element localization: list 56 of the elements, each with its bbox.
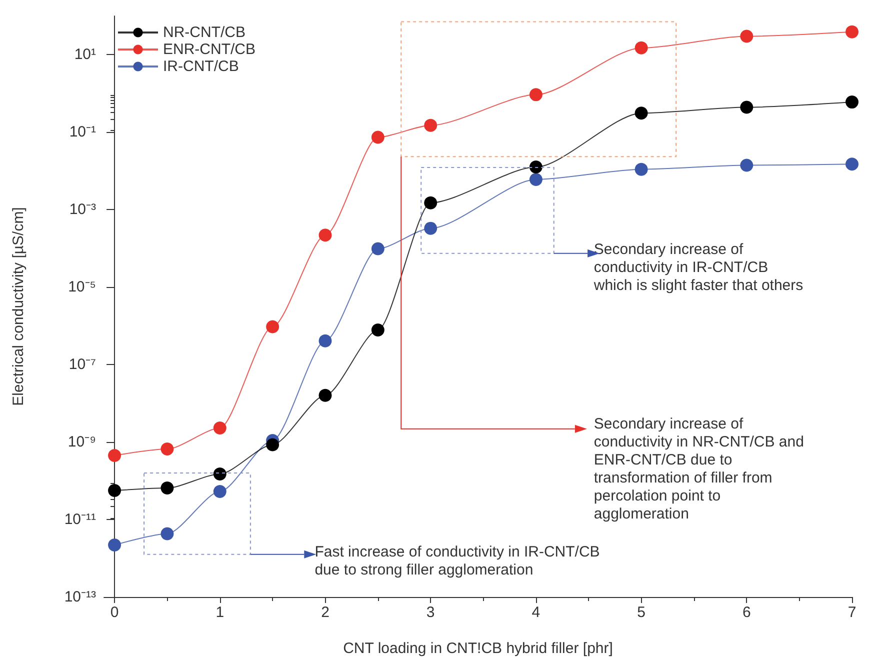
point [846, 158, 858, 171]
legend-label: NR-CNT/CB [163, 24, 246, 41]
point [424, 118, 438, 132]
point [634, 106, 648, 120]
point [740, 30, 754, 43]
point [108, 449, 122, 462]
annotation: Secondary increase of conductivity in IR-CNT/CB which is slight faster that others [592, 241, 804, 294]
y-tick-label: 10¹ [74, 46, 96, 64]
y-tick-label: 10⁻⁷ [68, 356, 96, 374]
point [634, 162, 648, 176]
x-axis-title: CNT loading in CNT!CB hybrid filler [phr] [343, 640, 613, 657]
x-tick-label: 3 [426, 604, 435, 621]
point [634, 41, 648, 54]
point [318, 388, 332, 402]
y-tick-label: 10⁻¹ [69, 124, 96, 141]
point [318, 334, 332, 348]
point [740, 158, 754, 172]
point [213, 422, 226, 435]
legend-label: IR-CNT/CB [163, 58, 239, 75]
y-tick-label: 10⁻³ [69, 201, 96, 218]
point [318, 228, 332, 242]
point [529, 88, 542, 102]
point [846, 25, 858, 38]
y-tick-label: 10⁻¹¹ [64, 511, 96, 528]
point [424, 222, 438, 235]
x-tick-label: 4 [532, 604, 540, 621]
x-tick-label: 6 [742, 604, 751, 621]
point [108, 484, 122, 498]
x-tick-label: 2 [321, 604, 330, 621]
y-tick-label: 10⁻¹³ [64, 588, 96, 606]
point [266, 438, 280, 452]
y-tick-label: 10⁻⁹ [68, 434, 96, 451]
annotation: Fast increase of conductivity in IR-CNT/CB due to strong filler agglomeration [314, 543, 600, 578]
point [529, 160, 542, 174]
point [529, 173, 542, 186]
point [266, 320, 280, 334]
point [160, 527, 174, 540]
point [108, 538, 122, 552]
x-tick-label: 5 [637, 604, 646, 621]
x-tick-label: 1 [216, 604, 224, 621]
point [371, 242, 384, 256]
point [213, 484, 226, 498]
point [846, 96, 858, 109]
point [371, 324, 384, 337]
point [160, 442, 174, 456]
point [371, 130, 384, 144]
y-tick-label: 10⁻⁵ [68, 278, 96, 296]
point [160, 482, 174, 495]
x-tick-label: 0 [110, 604, 119, 621]
point [213, 467, 226, 480]
point [424, 196, 438, 210]
legend-label: ENR-CNT/CB [163, 41, 256, 58]
y-axis-title: Electrical conductivity [µS/cm] [10, 207, 27, 406]
point [740, 100, 754, 114]
annotation: Secondary increase of conductivity in NR-CNT/CB and ENR-CNT/CB due to transformation of filler from percolation point to agglomeration [594, 415, 804, 522]
x-tick-label: 7 [848, 604, 856, 621]
